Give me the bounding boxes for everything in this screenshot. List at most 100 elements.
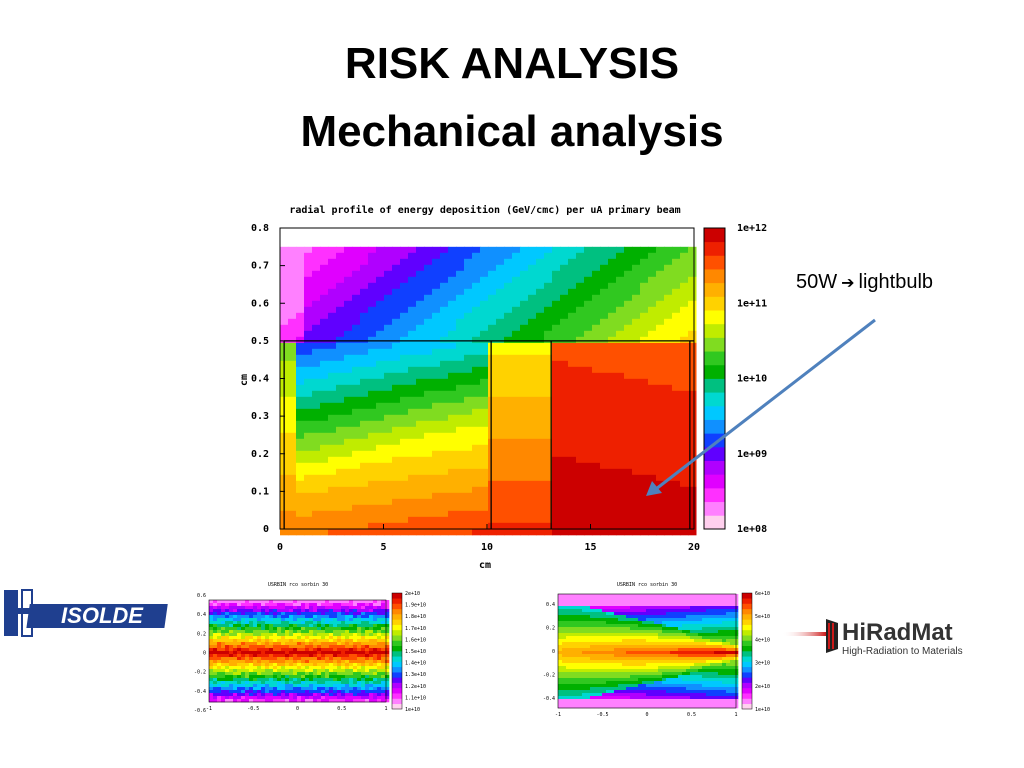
heatmap-cell bbox=[365, 621, 370, 625]
heatmap-cell bbox=[656, 366, 665, 374]
heatmap-cell bbox=[385, 675, 390, 679]
heatmap-cell bbox=[632, 462, 641, 470]
heatmap-cell bbox=[392, 408, 401, 416]
heatmap-cell bbox=[217, 681, 222, 685]
heatmap-cell bbox=[614, 681, 619, 685]
heatmap-cell bbox=[552, 396, 561, 404]
heatmap-cell bbox=[496, 330, 505, 338]
heatmap-cell bbox=[229, 696, 234, 700]
heatmap-cell bbox=[328, 468, 337, 476]
heatmap-cell bbox=[600, 408, 609, 416]
heatmap-cell bbox=[566, 666, 571, 670]
heatmap-cell bbox=[472, 516, 481, 524]
heatmap-cell bbox=[349, 648, 354, 652]
heatmap-cell bbox=[464, 420, 473, 428]
heatmap-cell bbox=[528, 516, 537, 524]
heatmap-cell bbox=[376, 282, 385, 290]
heatmap-cell bbox=[249, 612, 254, 616]
heatmap-cell bbox=[385, 639, 390, 643]
heatmap-cell bbox=[296, 366, 305, 374]
heatmap-cell bbox=[640, 288, 649, 296]
heatmap-cell bbox=[357, 645, 362, 649]
heatmap-cell bbox=[440, 384, 449, 392]
heatmap-cell bbox=[552, 492, 561, 500]
heatmap-cell bbox=[536, 444, 545, 452]
heatmap-cell bbox=[281, 618, 286, 622]
heatmap-cell bbox=[309, 633, 314, 637]
heatmap-cell bbox=[320, 342, 329, 350]
heatmap-cell bbox=[249, 693, 254, 697]
heatmap-cell bbox=[293, 660, 298, 664]
heatmap-cell bbox=[392, 324, 401, 332]
heatmap-cell bbox=[680, 480, 689, 488]
heatmap-cell bbox=[576, 252, 585, 260]
heatmap-cell bbox=[209, 618, 214, 622]
heatmap-cell bbox=[345, 657, 350, 661]
heatmap-cell bbox=[305, 684, 310, 688]
heatmap-cell bbox=[381, 684, 386, 688]
heatmap-cell bbox=[217, 612, 222, 616]
heatmap-cell bbox=[608, 414, 617, 422]
heatmap-cell bbox=[336, 282, 345, 290]
heatmap-cell bbox=[304, 282, 313, 290]
heatmap-cell bbox=[584, 276, 593, 284]
heatmap-cell bbox=[464, 492, 473, 500]
heatmap-cell bbox=[321, 636, 326, 640]
heatmap-cell bbox=[360, 450, 369, 458]
heatmap-cell bbox=[472, 528, 481, 536]
heatmap-cell bbox=[504, 504, 513, 512]
heatmap-cell bbox=[301, 678, 306, 682]
heatmap-cell bbox=[632, 378, 641, 386]
heatmap-cell bbox=[416, 516, 425, 524]
heatmap-cell bbox=[229, 642, 234, 646]
heatmap-cell bbox=[464, 366, 473, 374]
heatmap-cell bbox=[245, 696, 250, 700]
heatmap-cell bbox=[634, 699, 639, 703]
heatmap-cell bbox=[626, 603, 631, 607]
heatmap-cell bbox=[614, 660, 619, 664]
heatmap-cell bbox=[616, 528, 625, 536]
heatmap-cell bbox=[616, 276, 625, 284]
heatmap-cell bbox=[365, 603, 370, 607]
heatmap-cell bbox=[257, 675, 262, 679]
heatmap-cell bbox=[576, 510, 585, 518]
heatmap-cell bbox=[360, 252, 369, 260]
heatmap-cell bbox=[280, 324, 289, 332]
heatmap-cell bbox=[536, 480, 545, 488]
heatmap-cell bbox=[249, 681, 254, 685]
heatmap-cell bbox=[574, 612, 579, 616]
heatmap-cell bbox=[416, 462, 425, 470]
heatmap-cell bbox=[325, 639, 330, 643]
heatmap-cell bbox=[598, 687, 603, 691]
heatmap-cell bbox=[301, 666, 306, 670]
heatmap-cell bbox=[634, 606, 639, 610]
heatmap-cell bbox=[598, 651, 603, 655]
heatmap-cell bbox=[622, 669, 627, 673]
heatmap-cell bbox=[630, 603, 635, 607]
heatmap-cell bbox=[296, 504, 305, 512]
heatmap-cell bbox=[373, 627, 378, 631]
heatmap-cell bbox=[245, 657, 250, 661]
heatmap-cell bbox=[584, 414, 593, 422]
heatmap-cell bbox=[313, 693, 318, 697]
heatmap-cell bbox=[261, 663, 266, 667]
heatmap-cell bbox=[288, 504, 297, 512]
heatmap-cell bbox=[630, 615, 635, 619]
heatmap-cell bbox=[562, 690, 567, 694]
colorbar-swatch bbox=[704, 282, 725, 297]
heatmap-cell bbox=[221, 693, 226, 697]
heatmap-cell bbox=[568, 336, 577, 344]
heatmap-cell bbox=[269, 651, 274, 655]
heatmap-cell bbox=[400, 270, 409, 278]
heatmap-cell bbox=[253, 693, 258, 697]
heatmap-cell bbox=[229, 612, 234, 616]
heatmap-cell bbox=[384, 366, 393, 374]
heatmap-cell bbox=[384, 522, 393, 530]
heatmap-cell bbox=[233, 636, 238, 640]
heatmap-cell bbox=[618, 636, 623, 640]
heatmap-cell bbox=[552, 432, 561, 440]
heatmap-cell bbox=[304, 306, 313, 314]
heatmap-cell bbox=[552, 246, 561, 254]
heatmap-cell bbox=[614, 657, 619, 661]
heatmap-cell bbox=[416, 306, 425, 314]
